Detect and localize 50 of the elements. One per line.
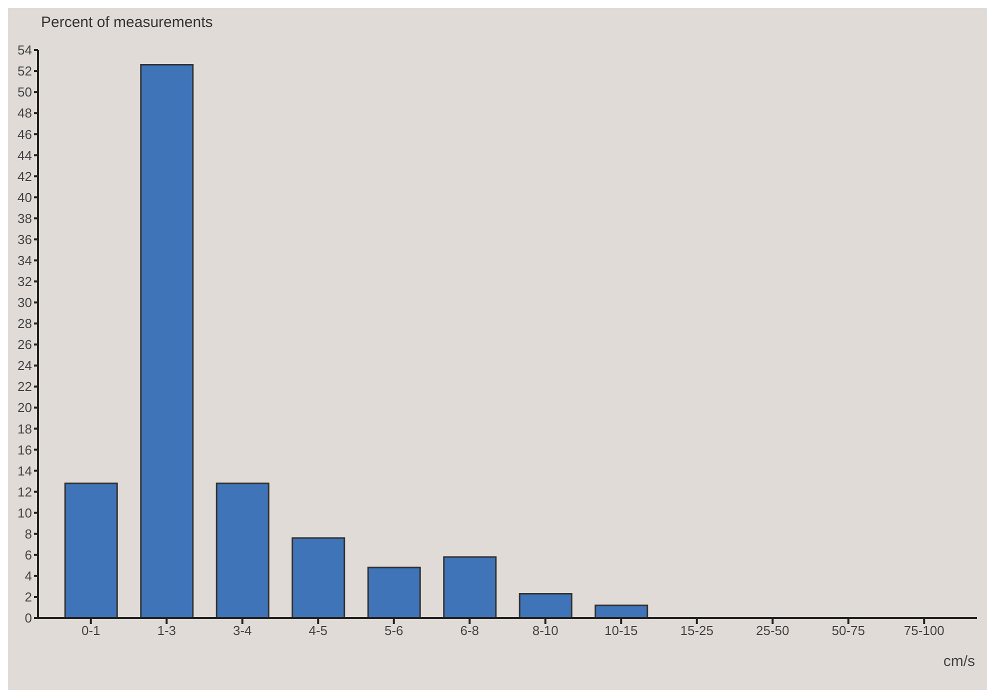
y-axis-title: Percent of measurements [41,14,213,31]
y-tick-label: 30 [18,295,32,310]
y-tick-label: 48 [18,106,32,121]
bar [140,64,194,618]
bar [292,537,346,618]
y-tick-label: 10 [18,505,32,520]
y-tick-label: 52 [18,64,32,79]
x-tick-label: 10-15 [604,623,638,638]
bar [367,566,421,618]
x-tick-label: 75-100 [904,623,944,638]
y-tick-label: 20 [18,400,32,416]
y-tick-label: 34 [18,252,32,268]
y-tick-label: 22 [18,379,32,394]
x-tick-label: 8-10 [532,623,558,638]
y-tick-label: 4 [24,568,32,584]
x-tick-label: 6-8 [460,623,480,638]
y-tick-label: 14 [18,463,32,478]
bar [594,604,648,618]
bar [216,482,270,618]
y-tick-label: 28 [18,316,32,332]
x-tick-label: 3-4 [232,623,252,638]
bar [518,593,572,618]
y-tick-label: 12 [18,484,32,500]
x-tick-label: 0-1 [81,623,100,638]
y-tick-label: 42 [18,168,32,184]
bar [443,556,497,618]
y-tick-label: 24 [18,358,32,374]
y-tick-label: 40 [18,190,32,205]
bar [64,482,118,618]
x-tick-label: 1-3 [157,623,176,638]
y-tick-label: 16 [18,442,32,458]
x-tick-label: 15-25 [680,623,714,638]
y-tick-label: 36 [18,232,32,247]
y-tick-label: 8 [24,526,32,542]
y-tick-label: 44 [18,148,32,163]
y-tick-label: 0 [24,610,32,626]
x-tick-label: 25-50 [756,623,790,638]
x-axis-title: cm/s [943,653,975,670]
y-tick-label: 38 [18,210,32,226]
x-tick-label: 4-5 [308,623,328,638]
x-tick-label: 5-6 [384,623,404,638]
x-tick-label: 50-75 [832,623,865,638]
y-tick-label: 26 [18,337,32,352]
y-tick-label: 50 [18,84,32,100]
y-tick-label: 2 [24,590,32,605]
y-tick-label: 6 [24,548,32,563]
y-tick-label: 46 [18,126,32,142]
y-tick-label: 54 [18,42,32,58]
y-tick-label: 18 [18,421,32,436]
y-tick-label: 32 [18,274,32,290]
